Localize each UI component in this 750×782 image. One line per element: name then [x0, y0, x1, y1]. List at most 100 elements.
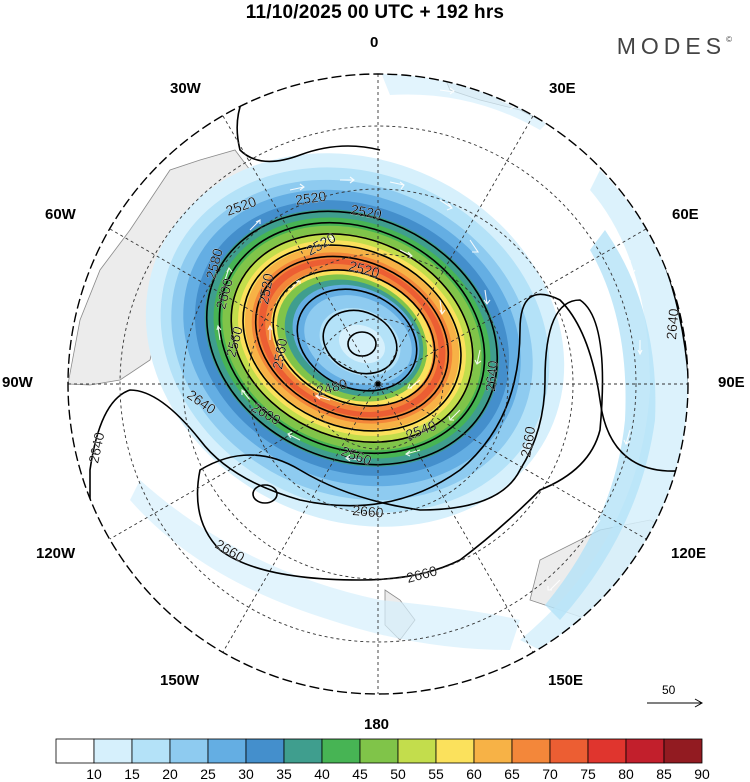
colorbar-swatch — [663, 738, 703, 764]
label-lon-150e: 150E — [548, 672, 584, 689]
meridian-60w-120e — [109, 228, 647, 540]
wind-arrow — [439, 299, 446, 316]
label-lon-0: 0 — [370, 34, 379, 51]
wind-arrow — [405, 557, 421, 565]
map-title: 11/10/2025 00 UTC + 192 hrs — [245, 2, 505, 23]
colorbar-swatch — [55, 738, 95, 764]
label-lon-120e: 120E — [671, 545, 707, 562]
wind-arrow — [404, 449, 421, 457]
wind-arrow — [224, 266, 233, 281]
meridian-30w-150e — [222, 115, 534, 653]
meridian-60e-120w — [109, 228, 647, 540]
contour-2660-low — [252, 484, 278, 504]
wind-arrow — [623, 429, 631, 445]
label-lon-180: 180 — [364, 716, 390, 733]
wind-arrow — [469, 239, 480, 253]
label-lon-30w: 30W — [170, 80, 201, 97]
wind-arrow — [216, 324, 222, 341]
wind-arrow — [267, 324, 273, 340]
colorbar-swatch — [473, 738, 513, 764]
wind-arrow — [439, 199, 453, 211]
colorbar-tick-label: 65 — [504, 766, 520, 782]
wind-arrow — [399, 249, 413, 259]
contour-label: 2660 — [405, 562, 439, 586]
pole-marker — [375, 381, 381, 387]
colorbar-swatch — [511, 738, 551, 764]
wind-arrow — [629, 259, 636, 276]
wind-arrow — [637, 340, 643, 356]
label-lon-150w: 150W — [160, 672, 200, 689]
wind-arrow — [439, 87, 455, 95]
contour-label: 2560 — [269, 337, 290, 371]
polar-map: 2520 2520 2520 2520 2520 2520 2560 2600 … — [67, 73, 689, 695]
label-lon-90e: 90E — [718, 374, 745, 391]
colorbar — [55, 738, 703, 764]
vector-reference-arrow — [647, 698, 704, 708]
wind-arrow — [289, 183, 305, 191]
label-lon-60e: 60E — [672, 206, 699, 223]
map-border — [67, 73, 689, 695]
contour-label: 2520 — [349, 201, 383, 222]
contour-label: 2520 — [294, 188, 327, 208]
colorbar-swatch — [587, 738, 627, 764]
colorbar-tick-label: 80 — [618, 766, 634, 782]
copyright-mark: © — [726, 35, 732, 44]
colorbar-tick-label: 75 — [580, 766, 596, 782]
contour-label: 2560 — [222, 324, 246, 358]
wind-arrow — [249, 219, 261, 231]
colorbar-swatch — [131, 738, 171, 764]
wind-arrow — [171, 468, 181, 481]
wind-arrow — [315, 564, 331, 572]
wind-arrow — [448, 409, 461, 421]
colorbar-swatch — [207, 738, 247, 764]
contour-label: 2640 — [663, 308, 682, 341]
contour-label: 2520 — [347, 257, 381, 281]
colorbar-tick-label: 50 — [390, 766, 406, 782]
contour-label: 2640 — [85, 431, 107, 465]
colorbar-swatch — [245, 738, 285, 764]
contour-ring-6 — [242, 244, 462, 432]
wind-arrow — [407, 379, 421, 389]
colorbar-tick-label: 55 — [428, 766, 444, 782]
wind-arrow — [389, 181, 405, 190]
colorbar-tick-label: 70 — [542, 766, 558, 782]
wind-band-south — [130, 480, 520, 650]
brand-logo: MODES© — [617, 33, 732, 60]
colorbar-tick-label: 40 — [314, 766, 330, 782]
wind-arrow — [589, 519, 601, 533]
wind-arrow — [314, 393, 331, 401]
contour-ring-7 — [230, 233, 474, 443]
contour-label: 2480 — [315, 375, 349, 399]
label-lon-60w: 60W — [45, 206, 76, 223]
wind-arrow — [241, 388, 251, 401]
colorbar-tick-label: 20 — [162, 766, 178, 782]
wind-arrow — [474, 349, 482, 365]
colorbar-swatch — [321, 738, 361, 764]
colorbar-tick-label: 90 — [694, 766, 710, 782]
wind-arrow — [340, 176, 355, 184]
contour-inner-2 — [322, 309, 398, 375]
colorbar-tick-label: 15 — [124, 766, 140, 782]
wind-arrow — [319, 235, 336, 242]
wind-band-north — [380, 74, 560, 130]
wind-arrow — [483, 289, 491, 305]
colorbar-swatch — [625, 738, 665, 764]
brand-name: MODES — [616, 33, 727, 59]
colorbar-swatch — [93, 738, 133, 764]
contour-label: 2600 — [212, 276, 236, 310]
colorbar-swatch — [435, 738, 475, 764]
graticule — [68, 74, 688, 694]
wind-band-inner-east — [545, 230, 656, 620]
label-lon-120w: 120W — [36, 545, 76, 562]
wind-arrow — [547, 579, 561, 591]
colorbar-tick-label: 25 — [200, 766, 216, 782]
colorbar-tick-label: 45 — [352, 766, 368, 782]
wind-arrow — [579, 199, 590, 212]
colorbar-swatch — [283, 738, 323, 764]
contour-label: 2520 — [255, 272, 276, 306]
colorbar-tick-label: 10 — [86, 766, 102, 782]
label-lon-90w: 90W — [2, 374, 33, 391]
contour-2660 — [196, 299, 604, 581]
colorbar-swatch — [359, 738, 399, 764]
wind-arrow — [287, 431, 301, 441]
